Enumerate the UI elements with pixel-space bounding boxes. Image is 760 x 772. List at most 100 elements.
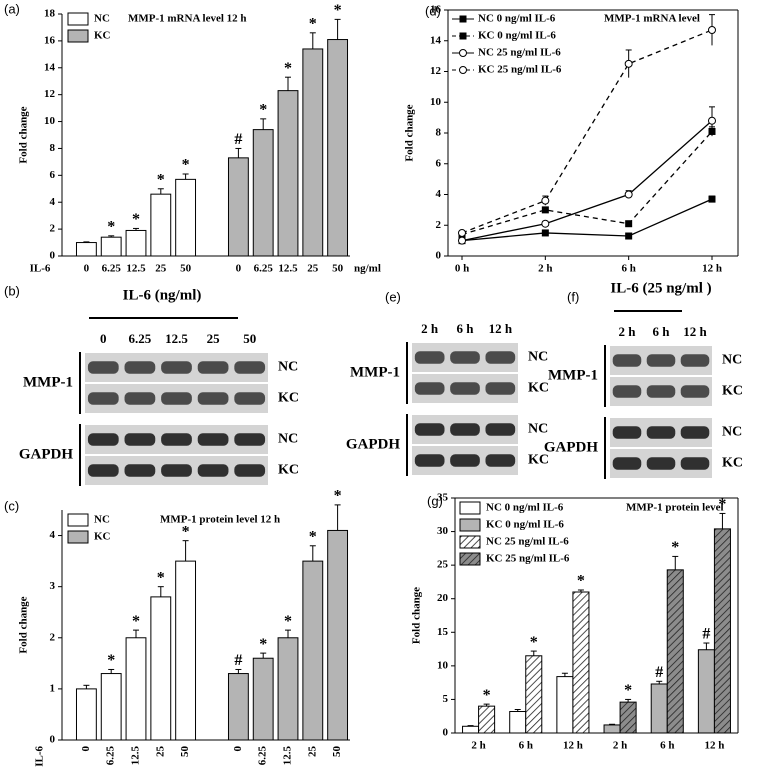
significance-mark: * xyxy=(577,573,585,590)
y-tick-label: 12 xyxy=(430,65,442,77)
x-tick-label: 25 xyxy=(307,263,319,275)
x-tick-label: 6.25 xyxy=(105,746,117,766)
marker xyxy=(625,232,633,240)
significance-mark: * xyxy=(334,488,342,505)
y-axis-label: Fold change xyxy=(18,106,30,163)
marker xyxy=(708,116,716,125)
bar xyxy=(175,178,197,257)
legend-label: NC 0 ng/ml IL-6 xyxy=(486,502,564,514)
x-tick-label: 6 h xyxy=(519,740,533,752)
legend-swatch xyxy=(67,513,89,527)
legend-swatch xyxy=(67,12,89,26)
band xyxy=(197,392,229,405)
bar xyxy=(302,560,324,741)
legend-label: KC 25 ng/ml IL-6 xyxy=(486,553,570,565)
bar xyxy=(525,655,543,734)
band xyxy=(450,454,480,467)
y-tick-label: 10 xyxy=(430,96,442,108)
bar xyxy=(227,673,249,741)
band xyxy=(124,433,156,446)
chart-title: MMP-1 protein level 12 h xyxy=(160,514,280,526)
marker xyxy=(624,59,633,68)
protein-label: GAPDH xyxy=(346,436,400,452)
bar xyxy=(572,591,590,734)
x-tick-label: 6.25 xyxy=(254,263,274,275)
y-tick-label: 35 xyxy=(437,492,449,504)
lane-label: 6 h xyxy=(653,324,671,339)
chart-title: MMP-1 mRNA level xyxy=(604,13,700,25)
lane-label: 6 h xyxy=(457,321,475,336)
bar xyxy=(252,657,274,741)
bar xyxy=(100,673,122,741)
x-tick-label: 50 xyxy=(179,746,191,758)
significance-mark: * xyxy=(671,539,679,556)
y-tick-label: 25 xyxy=(437,559,449,571)
series-line xyxy=(461,120,713,242)
x-tick-label: 6 h xyxy=(621,263,635,275)
bar xyxy=(175,560,197,741)
bar xyxy=(327,529,349,741)
legend-swatch xyxy=(459,518,481,532)
lane-label: 12.5 xyxy=(165,331,188,346)
y-tick-label: 4 xyxy=(436,188,442,200)
row-label: NC xyxy=(722,353,742,368)
bar xyxy=(277,90,299,257)
legend-swatch xyxy=(459,552,481,566)
y-tick-label: 18 xyxy=(44,8,56,20)
marker xyxy=(541,229,549,237)
band xyxy=(124,392,156,405)
band xyxy=(680,457,710,470)
band xyxy=(485,351,516,364)
x-tick-label: 12.5 xyxy=(278,263,298,275)
band xyxy=(680,385,710,398)
x-unit: ng/ml xyxy=(354,263,381,275)
lane-label: 6.25 xyxy=(129,331,152,346)
y-tick-label: 16 xyxy=(44,34,56,46)
band xyxy=(161,392,192,405)
row-label: KC xyxy=(722,384,743,399)
row-label: KC xyxy=(528,381,549,396)
y-tick-label: 1 xyxy=(50,682,56,694)
legend-swatch xyxy=(459,501,481,515)
chart-title: MMP-1 mRNA level 12 h xyxy=(128,13,247,25)
marker xyxy=(459,49,467,57)
y-tick-label: 10 xyxy=(437,659,449,671)
bar xyxy=(509,711,527,734)
y-tick-label: 0 xyxy=(50,250,56,262)
row-label: NC xyxy=(528,422,548,437)
band xyxy=(646,426,676,439)
y-tick-label: 12 xyxy=(44,88,56,100)
band xyxy=(87,361,119,374)
x-tick-label: 2 h xyxy=(538,263,552,275)
significance-mark: * xyxy=(483,687,491,704)
bar xyxy=(277,637,299,741)
significance-mark: # xyxy=(655,664,663,681)
band xyxy=(485,423,516,436)
bar xyxy=(150,596,172,741)
significance-mark: * xyxy=(624,682,632,699)
row-label: NC xyxy=(278,360,298,375)
band xyxy=(234,464,266,477)
band xyxy=(87,433,119,446)
bar xyxy=(713,528,731,734)
band xyxy=(450,423,480,436)
x-tick-label: 2 h xyxy=(471,740,485,752)
significance-mark: * xyxy=(334,2,342,19)
lane-label: 12 h xyxy=(489,321,513,336)
panel-label: (f) xyxy=(567,289,579,304)
significance-mark: * xyxy=(309,15,317,32)
significance-mark: * xyxy=(182,523,190,540)
y-tick-label: 0 xyxy=(443,727,449,739)
bar xyxy=(100,236,122,257)
y-tick-label: 14 xyxy=(430,34,442,46)
significance-mark: # xyxy=(702,626,710,643)
band xyxy=(680,426,710,439)
band xyxy=(414,423,445,436)
lane-label: 25 xyxy=(207,331,221,346)
series-line xyxy=(461,29,713,234)
panel-label: (g) xyxy=(427,493,443,508)
bar xyxy=(125,637,147,741)
band xyxy=(485,454,516,467)
bar xyxy=(666,569,684,734)
